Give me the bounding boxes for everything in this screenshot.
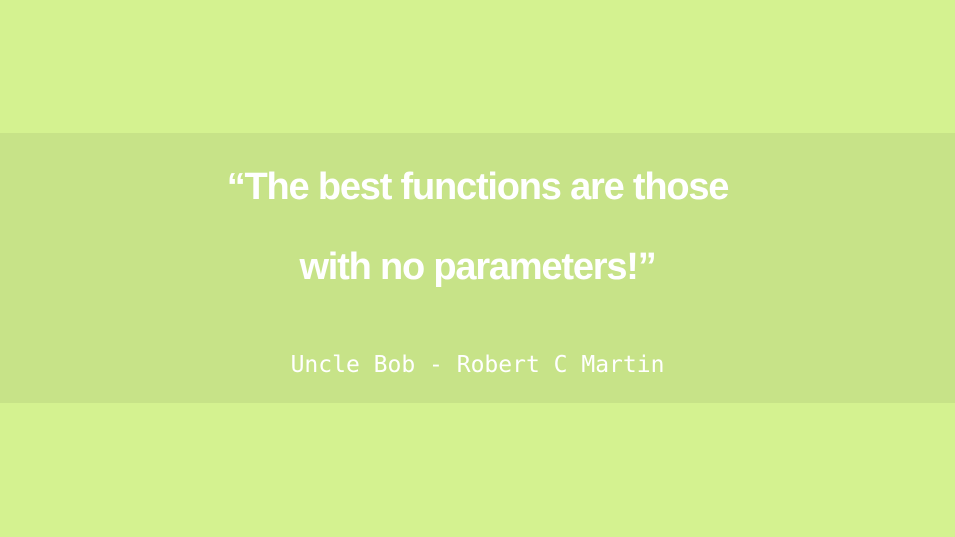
quote-attribution: Uncle Bob - Robert C Martin [290,352,665,378]
quote-line-2: with no parameters!” [299,246,656,288]
quote-line-1: “The best functions are those [226,166,730,208]
quote-band [0,133,955,403]
